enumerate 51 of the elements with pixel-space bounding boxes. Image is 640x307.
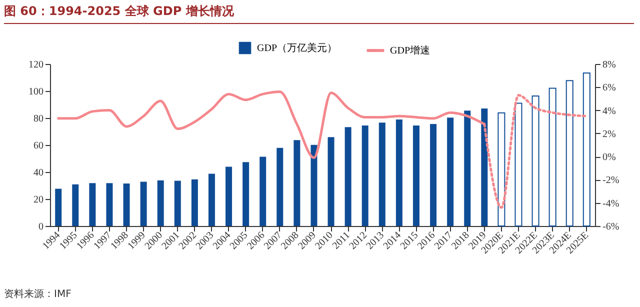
- y2-tick-label: -4%: [602, 198, 620, 210]
- bar: [378, 122, 386, 226]
- bar: [208, 174, 215, 226]
- bar: [464, 110, 471, 226]
- bar: [260, 156, 266, 226]
- legend-label: GDP增速: [390, 44, 430, 56]
- y2-tick-label: 6%: [602, 82, 616, 94]
- bar: [396, 119, 402, 226]
- bar: [140, 182, 147, 226]
- y2-tick-label: -6%: [602, 222, 620, 232]
- bar: [310, 144, 318, 226]
- y-tick-label: 20: [34, 194, 44, 206]
- text: 资料来源：IMF: [4, 288, 72, 301]
- bar: [344, 127, 352, 226]
- bar: [447, 118, 454, 226]
- bar: [566, 80, 574, 226]
- bar: [191, 179, 198, 226]
- bar: [294, 140, 300, 226]
- bar: [548, 88, 556, 226]
- legend-label: GDP（万亿美元）: [257, 42, 338, 54]
- bar: [498, 112, 506, 226]
- bar: [123, 183, 130, 226]
- bar: [242, 162, 250, 226]
- bar: [89, 183, 96, 226]
- bar: [514, 102, 522, 226]
- bar: [106, 183, 113, 226]
- bar: [226, 166, 232, 226]
- bar: [582, 72, 590, 226]
- bar: [174, 180, 181, 226]
- bar: [481, 108, 488, 226]
- y-tick-label: 100: [28, 86, 44, 98]
- bar: [430, 124, 437, 226]
- bar: [276, 148, 284, 226]
- y2-tick-label: 8%: [602, 60, 616, 70]
- y-tick-label: 120: [28, 60, 44, 70]
- chart-title: 图 60：1994-2025 全球 GDP 增长情况: [4, 3, 634, 24]
- y2-tick-label: -2%: [602, 175, 620, 186]
- bar: [72, 184, 79, 226]
- bar: [328, 137, 334, 226]
- bar: [55, 188, 62, 226]
- y2-tick-label: 0%: [602, 152, 616, 164]
- y-tick-label: 80: [34, 114, 44, 124]
- bar: [362, 126, 368, 226]
- y2-tick-label: 2%: [602, 128, 616, 140]
- bar: [532, 95, 540, 226]
- bar: [157, 180, 164, 226]
- y-tick-label: 0: [38, 222, 44, 232]
- y-tick-label: 60: [34, 140, 44, 152]
- bar: [412, 126, 420, 226]
- y2-tick-label: 4%: [602, 106, 616, 117]
- y-tick-label: 40: [34, 168, 44, 178]
